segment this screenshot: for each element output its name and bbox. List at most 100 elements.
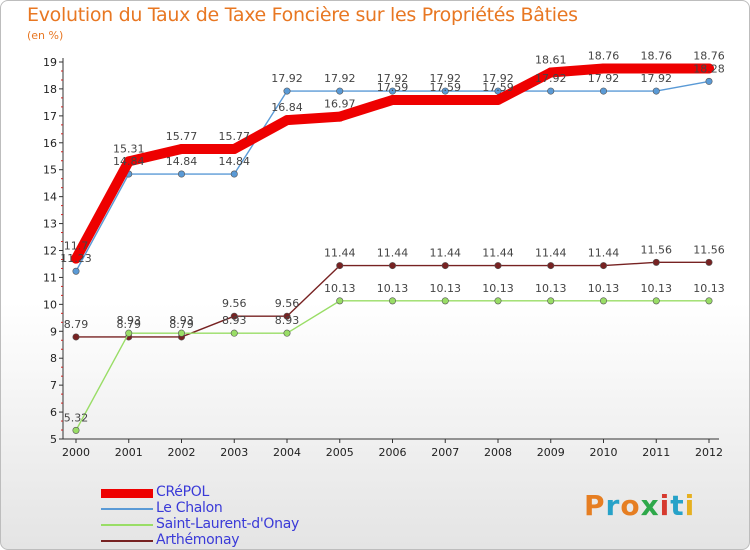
y-tick-label: 8 [50,352,57,365]
y-tick-label: 9 [50,325,57,338]
y-tick-label: 15 [43,164,57,177]
data-label: 11.56 [693,243,725,256]
data-point [230,312,238,320]
data-point [705,258,713,266]
data-label: 11.44 [535,247,567,260]
data-label: 9.56 [275,297,300,310]
logo-letter: o [620,489,641,522]
chart-title: Evolution du Taux de Taxe Foncière sur l… [27,4,578,26]
data-point [547,262,555,270]
data-label: 17.92 [535,72,567,85]
data-point [652,297,660,305]
data-label: 17.92 [588,72,620,85]
data-label: 11.44 [324,247,356,260]
proxiti-logo: Proxiti [584,489,695,522]
data-label: 14.84 [166,155,198,168]
data-point [704,63,714,74]
y-tick-label: 6 [50,406,57,419]
y-unit-label: (en %) [27,29,64,42]
data-label: 11.44 [482,247,514,260]
data-label: 10.13 [641,282,673,295]
logo-letter: t [670,489,685,522]
data-point [599,297,607,305]
data-point [705,297,713,305]
data-label: 15.31 [113,142,145,155]
data-point [336,297,344,305]
data-label: 17.92 [324,72,356,85]
y-tick-label: 10 [43,298,57,311]
chart-series [71,63,714,434]
data-point [388,87,396,95]
legend-label: CRéPOL [156,484,209,500]
series-le-chalon [72,77,713,275]
logo-letter: i [659,489,671,522]
data-point [72,426,80,434]
x-tick-label: 2007 [431,446,459,459]
data-point [599,87,607,95]
data-label: 14.84 [113,155,145,168]
logo-letter: r [605,489,621,522]
data-point [494,87,502,95]
y-tick-label: 13 [43,218,57,231]
series-line [75,80,710,272]
data-point [176,143,187,154]
legend-label: Saint-Laurent-d'Onay [156,516,299,532]
x-tick-label: 2012 [695,446,723,459]
y-tick-label: 19 [43,56,57,69]
data-label: 8.93 [117,314,142,327]
x-tick-label: 2010 [590,446,618,459]
data-label: 10.13 [482,282,514,295]
data-label: 18.28 [693,62,725,75]
data-label: 10.13 [430,282,462,295]
data-label: 8.93 [169,314,194,327]
data-point [651,63,662,74]
data-label: 17.92 [377,72,409,85]
data-point [494,297,502,305]
y-tick-label: 5 [50,433,57,446]
x-tick-label: 2008 [484,446,512,459]
y-tick-label: 14 [43,191,57,204]
data-point [547,87,555,95]
data-label: 17.59 [377,81,409,94]
chart-axes: 5 6 7 8 9 10 11 12 13 14 15 16 17 18 19 2000 2001 2002 200… [43,56,723,459]
data-point [388,297,396,305]
data-label: 5.32 [64,411,89,424]
data-point [178,329,186,337]
data-label: 10.13 [535,282,567,295]
data-label: 11.44 [430,247,462,260]
data-label: 10.13 [377,282,409,295]
y-tick-label: 11 [43,271,57,284]
data-point [440,94,451,105]
data-label: 18.76 [641,49,673,62]
y-tick-label: 18 [43,83,57,96]
data-point [493,94,503,105]
data-point [72,267,80,275]
logo-letter: P [584,489,606,522]
x-tick-label: 2006 [379,446,407,459]
x-tick-label: 2001 [115,446,143,459]
data-label: 11.56 [641,243,673,256]
data-label: 17.59 [482,81,514,94]
data-label: 10.13 [324,282,356,295]
data-point [441,262,449,270]
data-point [229,143,240,154]
data-point [72,333,80,341]
data-label: 9.56 [222,297,247,310]
data-point [387,94,398,105]
data-point [283,87,291,95]
data-point [283,312,291,320]
data-point [282,115,292,126]
data-point [123,156,134,167]
data-point [652,87,660,95]
data-label: 10.13 [588,282,620,295]
data-label: 8.79 [117,318,142,331]
data-label: 11.7 [64,240,89,253]
y-tick-label: 17 [43,110,57,123]
data-point [598,63,609,74]
logo-letter: x [640,489,660,522]
data-label: 16.84 [271,101,303,114]
x-tick-label: 2000 [62,446,90,459]
data-point [441,297,449,305]
